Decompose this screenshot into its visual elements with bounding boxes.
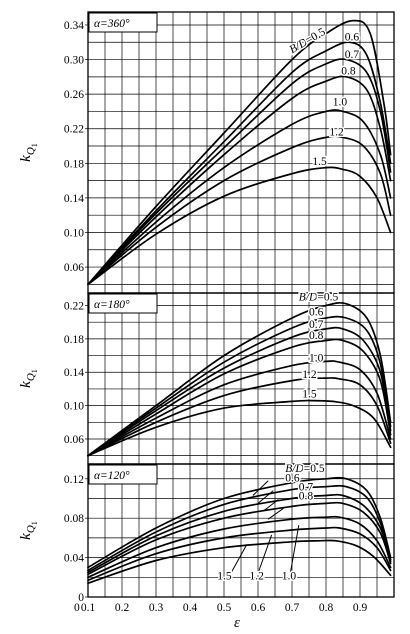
curve-1.0 (87, 109, 392, 286)
series-label: 1.0 (282, 570, 297, 582)
curve-0.7 (87, 493, 392, 574)
curve-1.5 (87, 539, 392, 585)
panel-1: 0.06 0.10 0.14 0.18 0.22 0.26 0.30 0.34 kQ1 α=360… (18, 11, 395, 294)
x-tick-label: 0.2 (115, 602, 130, 614)
y-tick-label: 0.26 (64, 89, 84, 101)
series-label: 0.6 (345, 32, 360, 44)
series-label: 1.2 (302, 369, 317, 381)
alpha-label-box (88, 293, 158, 314)
label-leader (252, 480, 269, 496)
curve-0.6 (87, 484, 392, 572)
y-tick-label: 0.06 (64, 434, 84, 446)
alpha-label: α=360° (94, 18, 130, 30)
series-label: 0.8 (309, 330, 324, 342)
label-leader (262, 499, 279, 512)
series-label: B/D=0.5 (299, 292, 339, 304)
curve-0.5 (87, 19, 392, 286)
x-tick-label: 0.7 (285, 602, 300, 614)
x-tick-label: 0.6 (251, 602, 266, 614)
alpha-label: α=120° (94, 470, 130, 482)
curve-0.8 (87, 501, 392, 576)
curve-0.5 (87, 301, 392, 457)
series-label: 1.5 (312, 156, 327, 168)
label-leader (257, 534, 273, 574)
series-label: 1.2 (329, 127, 344, 139)
series-label: 0.8 (341, 65, 356, 77)
x-tick-label: 0.1 (81, 602, 96, 614)
curve-1.2 (87, 526, 392, 582)
alpha-label-box (88, 464, 158, 485)
y-tick-label: 0.22 (64, 124, 84, 136)
series-label: 1.5 (217, 570, 232, 582)
curve-0.7 (87, 58, 392, 286)
x-tick-label: 0.5 (217, 602, 232, 614)
series-label: B/D=0.5 (285, 463, 325, 475)
label-leader (230, 545, 247, 574)
series-label: 0.7 (299, 482, 314, 494)
series-label: 1.2 (250, 570, 265, 582)
curve-1.0 (87, 360, 392, 457)
curve-1.0 (87, 515, 392, 579)
y-axis-label: kQ1 (18, 143, 39, 162)
series-label: 1.0 (309, 352, 324, 364)
alpha-label: α=180° (94, 299, 130, 311)
curve-1.2 (87, 135, 392, 286)
x-origin-label: 0 (74, 602, 80, 614)
curve-1.2 (87, 377, 392, 457)
y-tick-label: 0 (78, 592, 84, 604)
curve-1.5 (87, 166, 392, 286)
series-label: 0.6 (309, 307, 324, 319)
y-tick-label: 0.18 (64, 158, 84, 170)
y-tick-label: 0.14 (64, 367, 84, 379)
label-leader (267, 507, 284, 520)
y-tick-label: 0.22 (64, 301, 84, 313)
y-tick-label: 0.10 (64, 401, 84, 413)
series-label: 0.7 (345, 49, 360, 61)
x-tick-label: 0.4 (183, 602, 198, 614)
y-tick-label: 0.14 (64, 193, 84, 205)
y-tick-label: 0.34 (64, 20, 84, 32)
panel-3: 00.040.080.12kQ1α=120°B/D=0.50.60.70.81.… (18, 461, 395, 631)
y-tick-label: 0.08 (64, 513, 84, 525)
y-axis-label: kQ1 (18, 521, 39, 540)
panel-2: 0.060.100.140.180.22kQ1α=180°B/D=0.50.60… (18, 290, 395, 465)
series-label: 1.5 (302, 388, 317, 400)
curve-0.5 (87, 476, 392, 569)
curve-0.6 (87, 315, 392, 457)
curve-0.6 (87, 41, 392, 286)
y-tick-label: 0.18 (64, 334, 84, 346)
x-axis-label: ε (234, 615, 240, 631)
curve-0.8 (87, 75, 392, 286)
x-tick-label: 0.3 (149, 602, 164, 614)
y-tick-label: 0.10 (64, 227, 84, 239)
y-tick-label: 0.04 (64, 553, 84, 565)
series-label: 0.6 (285, 473, 300, 485)
curve-1.5 (87, 399, 392, 457)
y-tick-label: 0.06 (64, 262, 84, 274)
curve-0.8 (87, 338, 392, 457)
x-tick-label: 0.9 (353, 602, 368, 614)
label-leader (257, 490, 274, 504)
series-label: 0.7 (309, 319, 324, 331)
alpha-label-box (88, 12, 158, 33)
curve-0.7 (87, 326, 392, 457)
panel-frame (87, 463, 395, 598)
y-tick-label: 0.12 (64, 474, 84, 486)
label-leader (289, 524, 300, 574)
y-axis-label: kQ1 (18, 369, 39, 388)
x-tick-label: 0.8 (319, 602, 334, 614)
series-label: 1.0 (333, 96, 348, 108)
y-tick-label: 0.30 (64, 55, 84, 67)
series-label: B/D=0.5 (288, 26, 328, 56)
series-label: 0.8 (299, 490, 314, 502)
